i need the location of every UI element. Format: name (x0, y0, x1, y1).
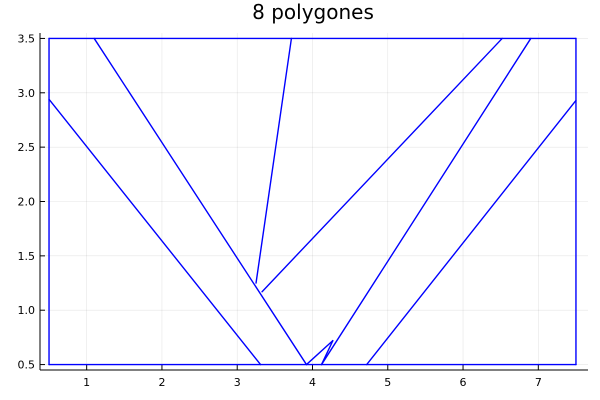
polygon-series (48, 37, 577, 366)
y-tick-label: 1.0 (18, 304, 36, 317)
x-tick-label: 2 (158, 376, 165, 389)
x-tick-label: 6 (460, 376, 467, 389)
polygon-edge (261, 37, 503, 293)
polygon-edge (305, 339, 334, 366)
y-tick-label: 1.5 (18, 250, 36, 263)
y-tick-label: 0.5 (18, 359, 36, 372)
polygon-edge (93, 37, 308, 366)
y-ticks: 0.5 1.0 1.5 2.0 2.5 3.0 3.5 (18, 32, 45, 372)
x-tick-label: 3 (234, 376, 241, 389)
polygon-edge (255, 37, 293, 284)
x-ticks: 1 2 3 4 5 6 7 (83, 365, 542, 389)
polygon-edge (48, 98, 262, 366)
y-tick-label: 3.5 (18, 32, 36, 45)
chart-title: 8 polygones (252, 0, 374, 24)
x-tick-label: 1 (83, 376, 90, 389)
y-tick-label: 2.5 (18, 141, 36, 154)
polygon-edge (320, 37, 532, 366)
y-tick-label: 3.0 (18, 87, 36, 100)
x-tick-label: 5 (384, 376, 391, 389)
grid (40, 33, 588, 370)
x-tick-label: 4 (309, 376, 316, 389)
x-tick-label: 7 (535, 376, 542, 389)
y-tick-label: 2.0 (18, 196, 36, 209)
polygon-edge (365, 99, 577, 366)
